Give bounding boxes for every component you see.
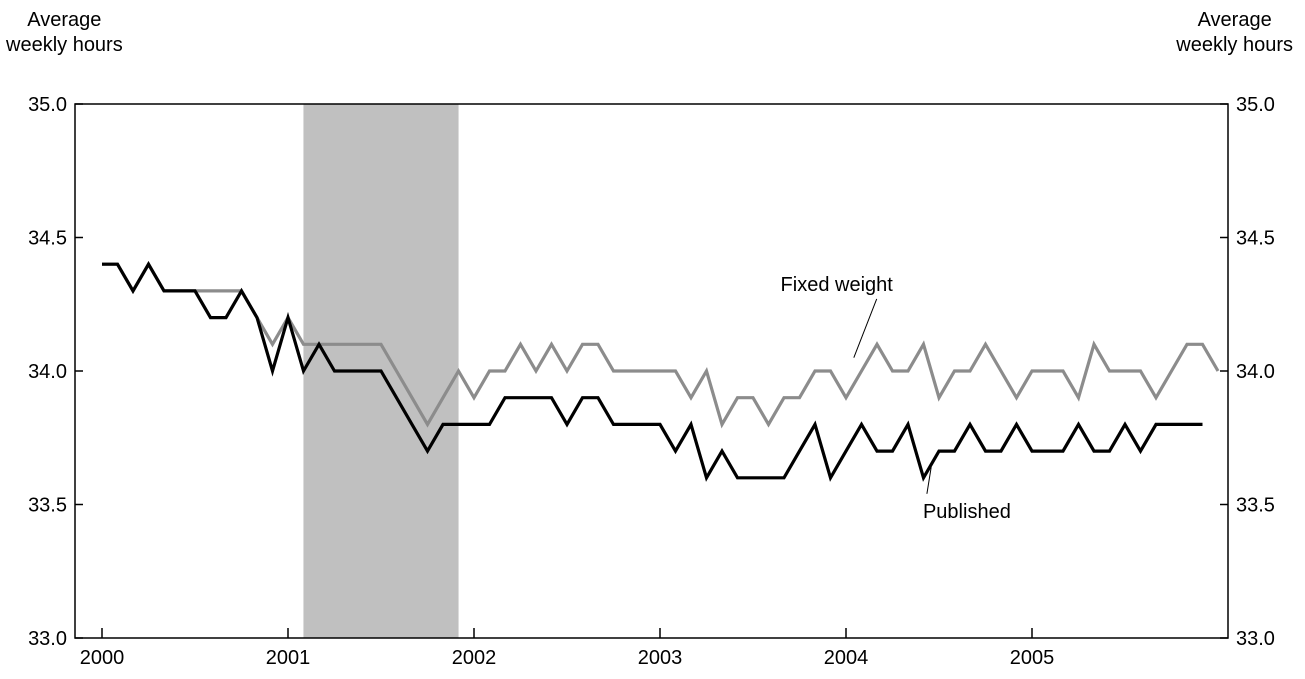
x-tick-label: 2005 [1010, 647, 1055, 669]
x-tick-label: 2004 [824, 647, 869, 669]
y-tick-label-right: 33.0 [1236, 628, 1275, 650]
y-tick-label-left: 35.0 [28, 94, 67, 116]
series-line-fixed-weight [102, 261, 1220, 429]
right-axis-title: Average weekly hours [1176, 8, 1293, 58]
x-tick-label: 2000 [80, 647, 125, 669]
y-tick-label-left: 34.5 [28, 228, 67, 250]
left-axis-title-line1: Average [27, 9, 102, 31]
y-tick-label-right: 35.0 [1236, 94, 1275, 116]
annotation-leader-line [853, 298, 878, 358]
annotation-label: Fixed weight [781, 274, 894, 296]
y-tick-label-left: 33.5 [28, 495, 67, 517]
left-axis-title-line2: weekly hours [6, 34, 123, 56]
y-tick-label-right: 34.5 [1236, 228, 1275, 250]
series-layer [102, 261, 1220, 482]
right-axis-title-line1: Average [1197, 9, 1272, 31]
right-axis-title-line2: weekly hours [1176, 34, 1293, 56]
y-tick-label-left: 33.0 [28, 628, 67, 650]
left-axis-title: Average weekly hours [6, 8, 123, 58]
annotation-leader-line [926, 467, 932, 494]
series-line-published [102, 261, 1203, 482]
y-tick-label-right: 34.0 [1236, 361, 1275, 383]
y-tick-label-left: 34.0 [28, 361, 67, 383]
x-tick-label: 2002 [452, 647, 497, 669]
x-tick-label: 2003 [638, 647, 683, 669]
ticks-layer: 33.0 33.0 33.5 33.5 34.0 34.0 34.5 34.5 35.0 35.0… [28, 94, 1275, 669]
annotation-label: Published [923, 501, 1011, 523]
y-tick-label-right: 33.5 [1236, 495, 1275, 517]
x-tick-label: 2001 [266, 647, 311, 669]
annotation-layer: Fixed weight Published [781, 274, 1011, 523]
